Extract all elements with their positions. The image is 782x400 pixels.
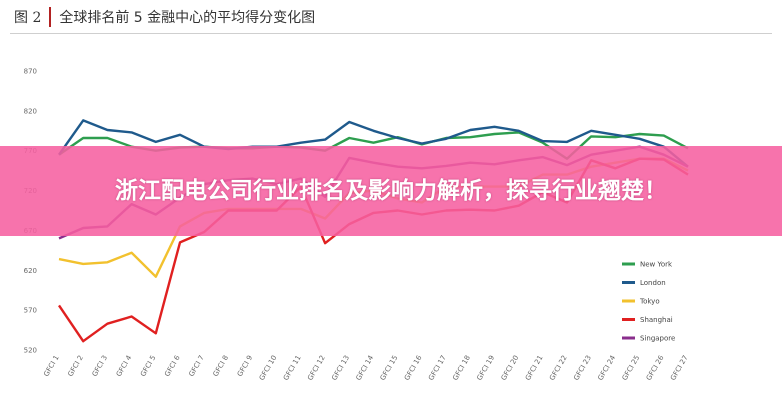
y-tick-label: 870 bbox=[24, 68, 37, 76]
x-tick-label: GFCI 23 bbox=[572, 354, 593, 382]
x-tick-label: GFCI 15 bbox=[379, 354, 400, 382]
x-tick-label: GFCI 2 bbox=[66, 354, 84, 378]
x-tick-label: GFCI 22 bbox=[548, 354, 569, 382]
banner-headline: 浙江配电公司行业排名及影响力解析，探寻行业翘楚！ bbox=[115, 178, 667, 204]
legend-label: Shanghai bbox=[640, 316, 673, 324]
x-tick-label: GFCI 19 bbox=[475, 354, 496, 382]
x-tick-label: GFCI 8 bbox=[212, 354, 230, 378]
y-tick-label: 520 bbox=[24, 347, 37, 355]
y-tick-label: 570 bbox=[24, 307, 37, 315]
x-tick-label: GFCI 21 bbox=[524, 354, 545, 382]
x-tick-label: GFCI 1 bbox=[42, 354, 60, 378]
x-tick-label: GFCI 14 bbox=[355, 354, 376, 382]
x-tick-label: GFCI 12 bbox=[306, 354, 327, 382]
legend-label: London bbox=[640, 279, 666, 287]
x-tick-label: GFCI 17 bbox=[427, 354, 448, 382]
x-tick-label: GFCI 10 bbox=[258, 354, 279, 382]
figure-number: 图 2 bbox=[14, 7, 52, 27]
title-divider bbox=[10, 33, 772, 34]
x-tick-label: GFCI 5 bbox=[139, 354, 157, 378]
series-line-london bbox=[58, 119, 689, 168]
x-tick-label: GFCI 20 bbox=[500, 354, 521, 382]
x-tick-label: GFCI 3 bbox=[91, 354, 109, 378]
x-tick-label: GFCI 25 bbox=[621, 354, 642, 382]
x-tick-label: GFCI 27 bbox=[669, 354, 690, 382]
x-tick-label: GFCI 16 bbox=[403, 354, 424, 382]
x-tick-label: GFCI 24 bbox=[596, 354, 617, 382]
x-tick-label: GFCI 9 bbox=[236, 354, 254, 378]
legend-label: Tokyo bbox=[639, 298, 660, 306]
x-tick-label: GFCI 6 bbox=[163, 354, 182, 378]
x-tick-label: GFCI 18 bbox=[451, 354, 472, 382]
figure-caption: 全球排名前 5 金融中心的平均得分变化图 bbox=[59, 10, 316, 26]
x-tick-label: GFCI 26 bbox=[645, 354, 666, 382]
x-tick-label: GFCI 13 bbox=[330, 354, 351, 382]
legend-label: New York bbox=[640, 261, 673, 269]
x-tick-label: GFCI 7 bbox=[187, 354, 205, 378]
y-tick-label: 620 bbox=[24, 267, 37, 275]
legend: New York London Tokyo Shanghai Singapore bbox=[622, 261, 675, 343]
overlay-banner: 浙江配电公司行业排名及影响力解析，探寻行业翘楚！ bbox=[0, 146, 782, 236]
legend-label: Singapore bbox=[640, 335, 675, 343]
x-tick-label: GFCI 4 bbox=[115, 354, 134, 378]
x-tick-label: GFCI 11 bbox=[282, 354, 303, 382]
figure-title: 图 2 全球排名前 5 金融中心的平均得分变化图 bbox=[14, 6, 315, 28]
y-tick-label: 820 bbox=[24, 107, 37, 115]
x-axis: GFCI 1 GFCI 2 GFCI 3 GFCI 4 GFCI 5 GFCI 6 GFCI… bbox=[42, 354, 689, 382]
